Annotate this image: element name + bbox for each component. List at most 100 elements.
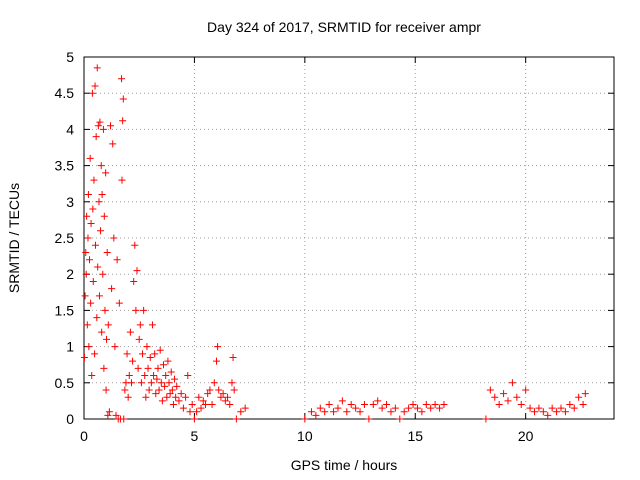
data-points <box>80 64 589 423</box>
grid-lines <box>84 57 614 419</box>
data-point <box>321 408 329 416</box>
data-point <box>113 256 121 264</box>
data-point <box>129 357 137 365</box>
data-point <box>539 408 547 416</box>
x-tick-label: 0 <box>80 428 88 444</box>
data-point <box>241 404 249 412</box>
data-point <box>486 386 494 394</box>
data-point <box>338 397 346 405</box>
data-point <box>575 393 583 401</box>
data-point <box>80 353 88 361</box>
data-point <box>148 321 156 329</box>
data-point <box>188 401 196 409</box>
data-point <box>82 248 90 256</box>
data-point <box>85 343 93 351</box>
data-point <box>92 133 100 141</box>
data-point <box>526 404 534 412</box>
data-point <box>522 386 530 394</box>
data-point <box>86 256 94 264</box>
data-point <box>177 390 185 398</box>
data-point <box>154 364 162 372</box>
y-tick-label: 5 <box>66 49 74 65</box>
data-point <box>204 390 212 398</box>
data-point <box>100 212 108 220</box>
data-point <box>88 89 96 97</box>
data-point <box>186 408 194 416</box>
data-point <box>110 234 118 242</box>
data-point <box>91 241 99 249</box>
data-point <box>155 386 163 394</box>
data-point <box>171 375 179 383</box>
data-point <box>400 408 408 416</box>
data-point <box>108 285 116 293</box>
data-point <box>81 292 89 300</box>
y-tick-label: 1.5 <box>55 302 75 318</box>
data-point <box>561 408 569 416</box>
data-point <box>83 212 91 220</box>
data-point <box>115 299 123 307</box>
data-point <box>347 401 355 409</box>
y-tick-label: 0 <box>66 411 74 427</box>
data-point <box>91 350 99 358</box>
data-point <box>504 397 512 405</box>
data-point <box>119 95 127 103</box>
data-point <box>312 411 320 419</box>
data-point <box>109 140 117 148</box>
data-point <box>118 176 126 184</box>
data-point <box>190 415 198 423</box>
data-point <box>228 379 236 387</box>
data-point <box>214 343 222 351</box>
data-point <box>224 393 232 401</box>
data-point <box>352 404 360 412</box>
data-point <box>87 299 95 307</box>
y-tick-label: 3 <box>66 194 74 210</box>
y-tick-label: 2 <box>66 266 74 282</box>
data-point <box>98 328 106 336</box>
y-tick-label: 1 <box>66 339 74 355</box>
y-tick-label: 4 <box>66 121 74 137</box>
data-point <box>93 314 101 322</box>
data-point <box>101 306 109 314</box>
data-point <box>436 404 444 412</box>
data-point <box>104 321 112 329</box>
data-point <box>169 401 177 409</box>
data-point <box>208 401 216 409</box>
data-point <box>369 401 377 409</box>
data-point <box>91 82 99 90</box>
data-point <box>145 386 153 394</box>
x-tick-label: 5 <box>191 428 199 444</box>
data-point <box>130 277 138 285</box>
x-tick-label: 10 <box>297 428 313 444</box>
data-point <box>440 401 448 409</box>
data-point <box>97 162 105 170</box>
data-point <box>482 415 490 423</box>
data-point <box>557 404 565 412</box>
data-point <box>150 372 158 380</box>
data-point <box>82 270 90 278</box>
y-tick-label: 3.5 <box>55 158 75 174</box>
data-point <box>143 343 151 351</box>
data-point <box>163 393 171 401</box>
y-axis-label: SRMTID / TECUs <box>6 183 22 293</box>
data-point <box>111 343 119 351</box>
data-point <box>132 306 140 314</box>
data-point <box>135 335 143 343</box>
data-point <box>201 401 209 409</box>
data-point <box>219 390 227 398</box>
data-point <box>325 401 333 409</box>
data-point <box>93 64 101 72</box>
data-point <box>102 386 110 394</box>
data-point <box>581 390 589 398</box>
data-point <box>107 122 114 130</box>
data-point <box>84 234 92 242</box>
data-point <box>213 357 220 365</box>
data-point <box>179 404 187 412</box>
data-point <box>139 350 147 358</box>
data-point <box>126 328 134 336</box>
data-point <box>94 263 102 271</box>
data-point <box>98 191 106 199</box>
data-point <box>140 306 148 314</box>
data-point <box>102 169 110 177</box>
data-point <box>217 393 225 401</box>
data-point <box>396 415 404 423</box>
